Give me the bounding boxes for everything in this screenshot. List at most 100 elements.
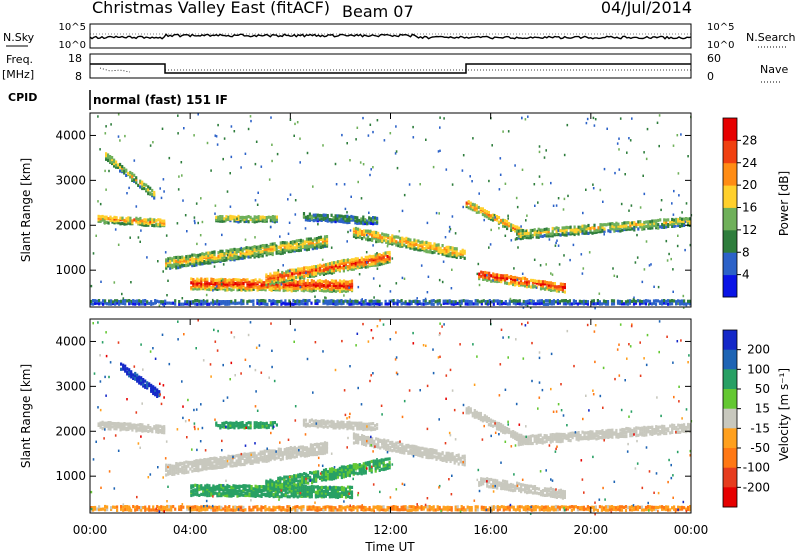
power-cell — [514, 302, 517, 306]
power-cell — [620, 300, 624, 304]
velocity-cell — [305, 446, 308, 450]
power-cell — [302, 289, 305, 293]
power-cell — [399, 244, 402, 248]
velocity-cell — [350, 471, 353, 475]
velocity-cell — [259, 458, 262, 462]
power-speckle-cell — [401, 209, 404, 213]
power-cell — [204, 280, 207, 284]
velocity-cell — [285, 483, 288, 488]
power-speckle-cell — [420, 264, 423, 267]
power-speckle-cell — [524, 118, 527, 121]
power-cell — [409, 242, 412, 246]
velocity-cell — [283, 483, 286, 487]
power-speckle-cell — [401, 276, 404, 280]
power-speckle-cell — [676, 244, 679, 248]
velocity-cell — [340, 465, 343, 469]
power-cell — [326, 266, 330, 270]
power-cell — [359, 228, 362, 232]
velocity-cell — [220, 484, 223, 488]
power-cell — [240, 280, 243, 284]
power-speckle-cell — [315, 216, 318, 219]
power-cell — [504, 276, 507, 280]
power-cell — [559, 284, 562, 288]
velocity-cell — [352, 471, 355, 475]
power-cell — [314, 301, 317, 305]
power-cell — [139, 216, 142, 221]
power-cell — [475, 204, 478, 208]
velocity-cell — [332, 477, 336, 481]
power-cell — [384, 261, 387, 265]
power-cell — [344, 266, 347, 270]
velocity-cell — [340, 425, 343, 429]
power-cell — [683, 219, 686, 224]
power-cell — [230, 288, 233, 292]
velocity-cell — [237, 458, 240, 462]
power-cell — [579, 229, 582, 234]
power-cell — [324, 218, 327, 222]
velocity-cell — [122, 363, 125, 367]
power-cell — [352, 302, 355, 306]
velocity-cell — [323, 443, 327, 447]
power-speckle-cell — [193, 134, 195, 137]
power-cell — [687, 301, 690, 305]
power-speckle-cell — [435, 211, 438, 215]
power-cell — [388, 255, 391, 259]
power-cell — [287, 278, 290, 282]
power-speckle-cell — [556, 239, 558, 242]
power-cell — [583, 226, 586, 230]
power-cell — [342, 269, 345, 273]
power-cell — [114, 302, 117, 306]
power-cell — [174, 302, 177, 306]
power-speckle-cell — [287, 232, 290, 235]
power-cell — [236, 288, 239, 292]
power-cell — [299, 276, 302, 280]
velocity-cell — [340, 468, 343, 472]
power-cell — [166, 301, 169, 305]
velocity-cell — [243, 462, 246, 467]
power-cell — [279, 247, 282, 251]
power-cell — [380, 254, 383, 258]
power-cell — [279, 276, 282, 280]
power-cell — [421, 245, 424, 249]
velocity-echo-band — [302, 418, 379, 432]
power-cell — [283, 250, 286, 254]
velocity-cell — [306, 422, 309, 426]
velocity-cell — [361, 434, 364, 438]
power-cell — [340, 302, 343, 306]
velocity-cell — [376, 463, 379, 467]
velocity-cell — [302, 422, 306, 426]
power-cell — [547, 285, 551, 289]
power-cell — [248, 283, 251, 287]
power-cell — [572, 301, 575, 306]
power-cell — [510, 226, 513, 230]
power-cell — [223, 255, 226, 259]
power-cell — [304, 283, 307, 287]
velocity-cell — [233, 421, 236, 425]
power-cell — [288, 284, 291, 288]
velocity-cell — [287, 477, 290, 481]
power-cell — [197, 257, 200, 261]
velocity-cell — [324, 489, 327, 493]
power-cell — [495, 216, 499, 220]
velocity-cell — [312, 489, 315, 494]
power-echo-band — [302, 212, 379, 226]
power-cell — [258, 286, 261, 291]
velocity-cell — [342, 465, 345, 469]
power-speckle-cell — [521, 272, 524, 275]
power-cell — [521, 236, 524, 240]
power-cell — [357, 235, 360, 239]
power-cell — [561, 231, 564, 235]
velocity-cell — [129, 422, 132, 426]
velocity-cell — [338, 470, 341, 474]
power-cell — [667, 302, 670, 306]
power-cell — [459, 252, 462, 256]
power-cell — [330, 287, 333, 291]
velocity-cell — [269, 455, 272, 459]
power-cell — [362, 215, 365, 219]
velocity-cell — [124, 364, 127, 368]
velocity-cell — [360, 472, 363, 476]
power-cell — [550, 302, 553, 306]
velocity-cell — [133, 425, 136, 429]
power-speckle-cell — [585, 188, 587, 191]
power-cell — [261, 215, 264, 219]
